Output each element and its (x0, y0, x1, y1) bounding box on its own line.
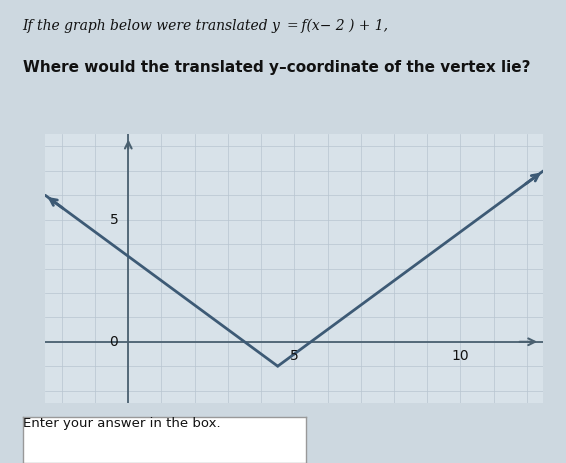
Text: 5: 5 (110, 213, 118, 227)
Text: 10: 10 (452, 349, 469, 363)
Text: If the graph below were translated y  = f(x− 2 ) + 1,: If the graph below were translated y = f… (23, 19, 389, 33)
Text: 0: 0 (110, 335, 118, 349)
Text: Enter your answer in the box.: Enter your answer in the box. (23, 417, 220, 430)
Text: 5: 5 (290, 349, 299, 363)
Text: Where would the translated y–coordinate of the vertex lie?: Where would the translated y–coordinate … (23, 60, 530, 75)
